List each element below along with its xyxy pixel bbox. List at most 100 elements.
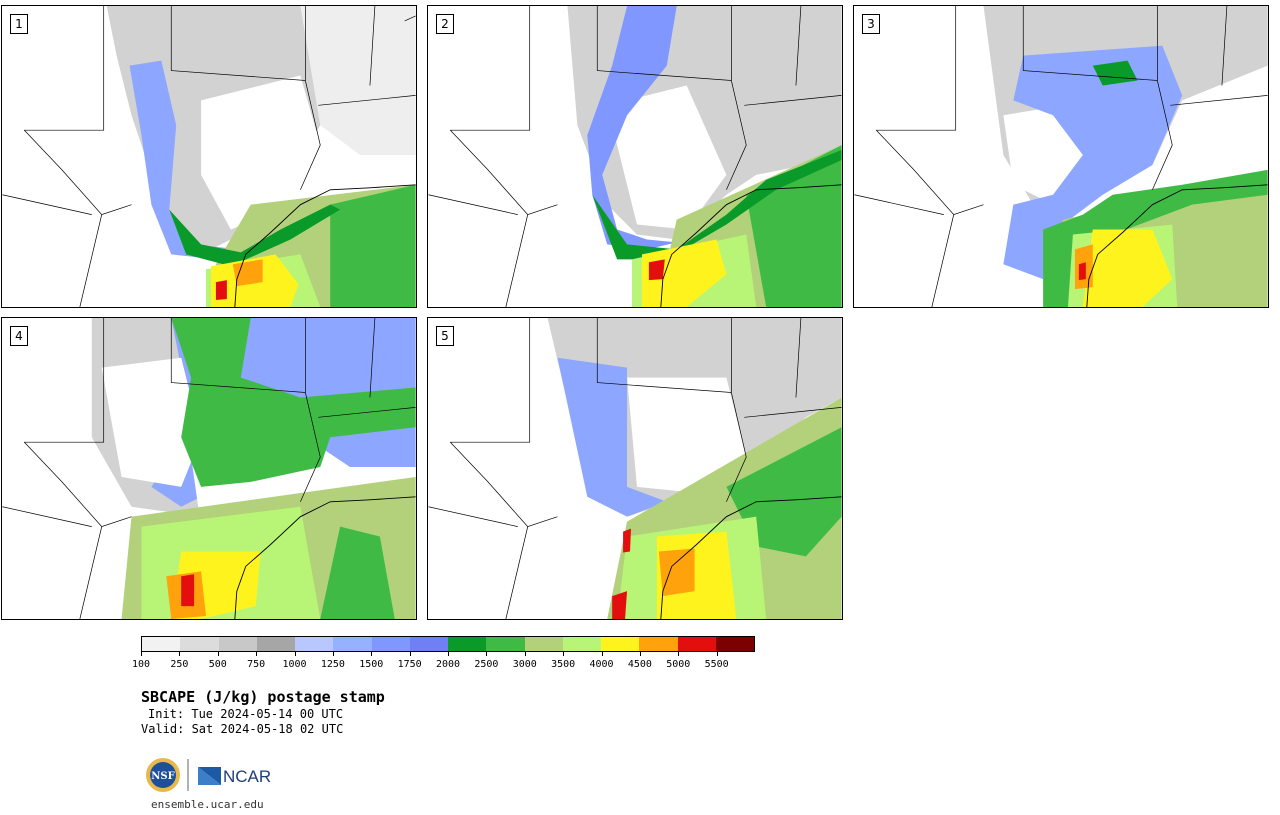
- sbcape-colorbar: [141, 636, 755, 652]
- colorbar-segment: [448, 637, 487, 651]
- red-field: [181, 574, 195, 607]
- colorbar-tick: [601, 652, 603, 656]
- colorbar-tick: [371, 652, 373, 656]
- member-panel-3: 3: [853, 5, 1269, 308]
- colorbar-tick-label: 4000: [589, 659, 614, 670]
- colorbar-segment: [142, 637, 181, 651]
- colorbar-tick-label: 250: [170, 659, 189, 670]
- valid-time: Valid: Sat 2024-05-18 02 UTC: [141, 722, 344, 736]
- sbcape-map-1: [2, 6, 416, 307]
- colorbar-tick: [524, 652, 526, 656]
- colorbar-tick: [294, 652, 296, 656]
- blue-field: [1003, 45, 1183, 280]
- colorbar-segment: [256, 637, 295, 651]
- logos: NSF NCAR: [146, 758, 271, 792]
- sbcape-map-3: [854, 6, 1268, 307]
- website-url: ensemble.ucar.edu: [151, 798, 264, 811]
- colorbar-segment: [715, 637, 754, 651]
- colorbar-tick-label: 4500: [627, 659, 652, 670]
- colorbar-segment: [333, 637, 372, 651]
- colorbar-tick-label: 100: [131, 659, 151, 670]
- colorbar-tick: [409, 652, 411, 656]
- ncar-logo-text: NCAR: [223, 767, 271, 786]
- yellow-field: [641, 239, 727, 307]
- colorbar-tick-label: 2500: [474, 659, 499, 670]
- member-panel-5: 5: [427, 317, 843, 620]
- blue-field: [129, 60, 241, 260]
- colorbar-segment: [486, 637, 525, 651]
- member-number-3: 3: [862, 14, 880, 34]
- colorbar-tick: [486, 652, 488, 656]
- light-gray-field: [300, 6, 416, 156]
- colorbar-segment: [677, 637, 716, 651]
- orange-field: [232, 259, 263, 287]
- colorbar-segment: [562, 637, 601, 651]
- colorbar-tick: [678, 652, 680, 656]
- colorbar-segment: [524, 637, 563, 651]
- red-field: [648, 259, 665, 281]
- coastline: [234, 496, 416, 619]
- nsf-logo-text: NSF: [151, 771, 174, 782]
- yellow-field: [1082, 229, 1173, 307]
- green-field: [1043, 169, 1268, 307]
- sbcape-map-5: [428, 318, 842, 619]
- sbcape-map-4: [2, 318, 416, 619]
- red-field: [1078, 262, 1086, 281]
- colorbar-tick: [448, 652, 449, 656]
- colorbar-tick: [179, 652, 181, 656]
- product-title: SBCAPE (J/kg) postage stamp: [141, 688, 385, 706]
- colorbar-tick: [256, 652, 258, 656]
- colorbar-tick-label: 5000: [666, 659, 691, 670]
- colorbar-tick-label: 3000: [512, 659, 537, 670]
- coastline: [660, 496, 842, 619]
- member-panel-4: 4: [1, 317, 417, 620]
- white-field: [627, 377, 747, 492]
- dark-green-band: [592, 150, 842, 260]
- ncar-logo: NCAR: [198, 767, 271, 786]
- orange-field: [658, 548, 695, 597]
- colorbar-segment: [409, 637, 448, 651]
- member-number-1: 1: [10, 14, 28, 34]
- dark-green-band: [169, 204, 341, 267]
- colorbar-tick-label: 1250: [320, 659, 345, 670]
- white-field: [607, 85, 727, 230]
- colorbar-tick: [217, 652, 219, 656]
- white-field: [201, 75, 321, 230]
- red-field: [215, 280, 227, 301]
- member-number-5: 5: [436, 326, 454, 346]
- nsf-logo: NSF: [146, 758, 180, 792]
- colorbar-tick-label: 750: [247, 659, 266, 670]
- member-number-2: 2: [436, 14, 454, 34]
- colorbar-tick: [141, 652, 142, 656]
- colorbar-tick-label: 1000: [282, 659, 307, 670]
- state-borders: [428, 6, 842, 307]
- blue-field: [557, 357, 667, 517]
- member-panel-1: 1: [1, 5, 417, 308]
- colorbar-tick-label: 500: [208, 659, 227, 670]
- colorbar-segment: [639, 637, 678, 651]
- colorbar-segment: [295, 637, 334, 651]
- colorbar-segment: [371, 637, 410, 651]
- colorbar-tick: [563, 652, 565, 656]
- colorbar-segment: [218, 637, 257, 651]
- colorbar-segment: [601, 637, 640, 651]
- colorbar-tick-label: 5500: [704, 659, 729, 670]
- green-patch: [1092, 60, 1138, 86]
- member-panel-2: 2: [427, 5, 843, 308]
- green-field: [330, 184, 416, 307]
- white-field: [101, 357, 321, 527]
- colorbar-tick: [332, 652, 334, 656]
- colorbar-tick-label: 1750: [397, 659, 422, 670]
- coastline: [234, 184, 416, 307]
- coastline: [660, 184, 842, 307]
- coastline: [1086, 184, 1268, 307]
- state-borders: [428, 318, 842, 619]
- colorbar-tick-label: 3500: [551, 659, 576, 670]
- state-borders: [2, 6, 416, 307]
- green-network: [171, 318, 416, 487]
- colorbar-tick: [639, 652, 641, 656]
- colorbar-tick: [716, 652, 718, 656]
- blue-field: [587, 6, 677, 250]
- colorbar-segment: [180, 637, 219, 651]
- red-field: [612, 528, 632, 619]
